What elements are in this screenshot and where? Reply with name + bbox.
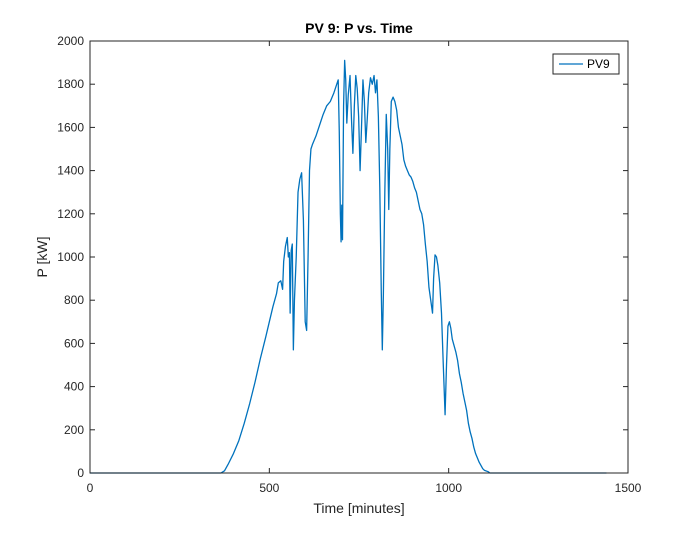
y-tick-label: 2000 (57, 34, 84, 48)
y-tick-label: 1200 (57, 207, 84, 221)
y-axis-label: P [kW] (34, 237, 50, 278)
legend: PV9 (552, 53, 620, 75)
labels-layer: PV 9: P vs. Time Time [minutes] P [kW] (34, 20, 413, 516)
ticks-layer: 0 500 1000 1500 0 200 400 600 800 1000 1200 1400 160… (57, 34, 641, 495)
y-tick-label: 0 (77, 466, 84, 480)
legend-label: PV9 (587, 57, 610, 71)
x-tick-label: 1500 (615, 481, 642, 495)
y-tick-label: 1600 (57, 120, 84, 134)
chart-title: PV 9: P vs. Time (305, 20, 413, 36)
y-tick-label: 800 (64, 293, 84, 307)
x-tick-label: 1000 (435, 481, 462, 495)
y-tick-label: 1000 (57, 250, 84, 264)
series-layer (90, 59, 607, 474)
y-tick-label: 600 (64, 336, 84, 350)
y-tick-label: 400 (64, 380, 84, 394)
legend-box (552, 53, 620, 75)
axes-box (89, 40, 629, 474)
x-tick-label: 500 (259, 481, 279, 495)
y-tick-label: 200 (64, 423, 84, 437)
x-axis-label: Time [minutes] (313, 500, 404, 516)
y-tick-label: 1800 (57, 77, 84, 91)
x-tick-label: 0 (87, 481, 94, 495)
series-line-pv9 (90, 59, 607, 474)
y-tick-label: 1400 (57, 164, 84, 178)
plot-area (90, 41, 628, 473)
